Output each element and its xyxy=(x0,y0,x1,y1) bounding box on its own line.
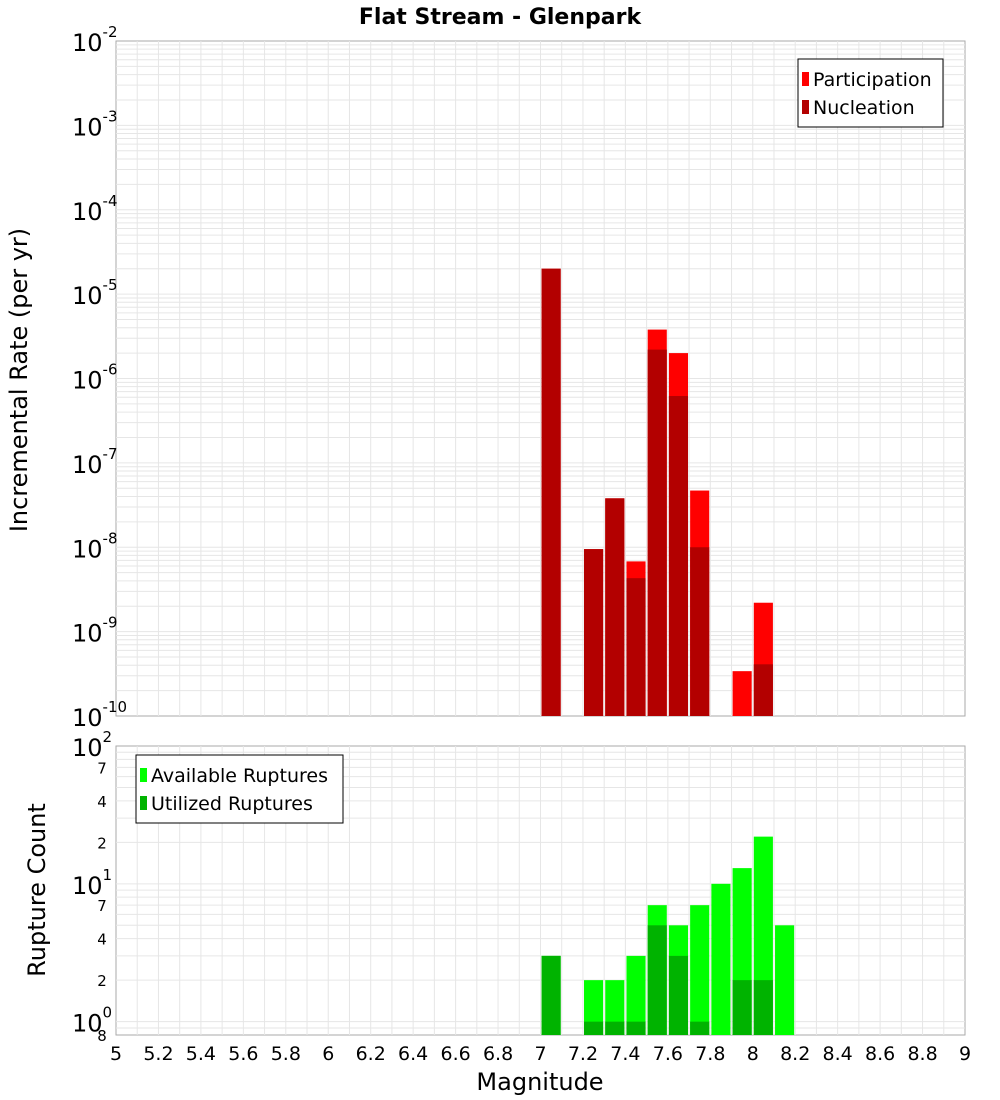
count-legend-label: Utilized Ruptures xyxy=(151,793,313,815)
count-legend-swatch xyxy=(140,768,147,782)
x-tick-label: 7.6 xyxy=(653,1043,683,1065)
rate-bar-s2-3 xyxy=(626,578,646,716)
rate-legend-swatch xyxy=(802,72,809,86)
x-tick-label: 7.4 xyxy=(610,1043,640,1065)
x-tick-label: 5.6 xyxy=(228,1043,258,1065)
rate-y-axis-label: Incremental Rate (per yr) xyxy=(5,228,33,532)
x-tick-label: 7.2 xyxy=(568,1043,598,1065)
count-bars xyxy=(541,836,795,1035)
count-bar-s1-2 xyxy=(605,980,625,1035)
count-bar-s1-10 xyxy=(775,925,795,1035)
count-y-ticks: 100 101 102 8 2 4 7 2 4 7 xyxy=(72,728,112,1045)
x-tick-label: 7 xyxy=(534,1043,546,1065)
count-bar-s1-3 xyxy=(626,955,646,1035)
count-bar-s1-6 xyxy=(690,905,710,1035)
rate-bar-s2-1 xyxy=(584,549,604,716)
count-y-tick-label: 102 xyxy=(72,728,112,762)
count-legend-label: Available Ruptures xyxy=(151,765,328,787)
x-tick-label: 6.6 xyxy=(440,1043,470,1065)
rate-y-tick-label: 10-3 xyxy=(72,107,118,141)
count-bar-s1-1 xyxy=(584,980,604,1035)
count-y-tick-label: 100 xyxy=(72,1004,112,1038)
count-bar-s1-7 xyxy=(711,883,731,1035)
count-y-minor-tick-label: 8 xyxy=(97,1027,107,1045)
rate-bar-s2-2 xyxy=(605,498,625,716)
count-y-minor-tick-label: 4 xyxy=(97,793,107,811)
x-tick-label: 5.4 xyxy=(186,1043,216,1065)
rate-bar-s2-8 xyxy=(753,664,773,716)
rate-bar-s1-7 xyxy=(732,671,752,716)
rate-grid xyxy=(116,41,965,716)
x-tick-label: 5 xyxy=(110,1043,122,1065)
rate-legend: Participation Nucleation xyxy=(797,58,944,128)
count-legend: Available Ruptures Utilized Ruptures xyxy=(135,754,344,824)
x-tick-label: 8.6 xyxy=(865,1043,895,1065)
rate-y-tick-label: 10-5 xyxy=(72,276,118,310)
rate-bar-s2-0 xyxy=(541,268,561,716)
count-bar-s2-2 xyxy=(605,1021,625,1035)
x-tick-label: 8.8 xyxy=(907,1043,937,1065)
x-tick-label: 5.8 xyxy=(271,1043,301,1065)
rate-y-tick-label: 10-6 xyxy=(72,361,118,395)
x-tick-label: 8 xyxy=(747,1043,759,1065)
x-axis-label: Magnitude xyxy=(476,1068,603,1096)
count-bar-s2-8 xyxy=(732,980,752,1035)
x-tick-label: 8.2 xyxy=(780,1043,810,1065)
rate-bar-s2-5 xyxy=(668,396,689,716)
rate-y-tick-label: 10-4 xyxy=(72,192,118,226)
x-tick-label: 6 xyxy=(322,1043,334,1065)
count-legend-swatch xyxy=(140,796,147,810)
x-tick-label: 6.8 xyxy=(483,1043,513,1065)
x-tick-label: 6.2 xyxy=(356,1043,386,1065)
count-y-axis-label: Rupture Count xyxy=(23,803,51,977)
count-bar-s2-3 xyxy=(626,1021,646,1035)
count-y-minor-tick-label: 4 xyxy=(97,931,107,949)
count-legend-box xyxy=(135,754,344,824)
count-bar-s2-6 xyxy=(690,1021,710,1035)
count-bar-s2-1 xyxy=(584,1021,604,1035)
count-bar-s2-4 xyxy=(647,925,667,1035)
rate-y-tick-label: 10-2 xyxy=(72,23,118,57)
count-bar-s2-5 xyxy=(668,955,689,1035)
x-tick-label: 9 xyxy=(959,1043,971,1065)
rate-bars xyxy=(541,268,773,716)
count-y-minor-tick-label: 7 xyxy=(97,897,107,915)
x-tick-labels: 5 5.2 5.4 5.6 5.8 6 6.2 6.4 6.6 6.8 7 7.2 7.4 7.6 7.8 8… xyxy=(110,1043,971,1065)
rate-legend-label: Nucleation xyxy=(813,97,915,119)
rate-y-tick-label: 10-7 xyxy=(72,445,118,479)
count-panel: 100 101 102 8 2 4 7 2 4 7 Rupture Count Available… xyxy=(23,728,966,1045)
count-y-minor-tick-label: 2 xyxy=(97,834,107,852)
rate-bar-s2-6 xyxy=(690,547,710,716)
count-y-tick-label: 101 xyxy=(72,866,112,900)
rate-legend-swatch xyxy=(802,100,809,114)
rate-bar-s2-4 xyxy=(647,349,667,716)
rate-y-tick-label: 10-8 xyxy=(72,529,118,563)
count-bar-s2-9 xyxy=(753,980,773,1035)
rate-y-tick-label: 10-10 xyxy=(72,698,127,732)
rate-legend-label: Participation xyxy=(813,69,932,91)
rate-y-tick-label: 10-9 xyxy=(72,614,118,648)
x-tick-label: 7.8 xyxy=(695,1043,725,1065)
x-tick-label: 8.4 xyxy=(823,1043,853,1065)
count-bar-s2-0 xyxy=(541,955,561,1035)
count-y-minor-tick-label: 7 xyxy=(97,759,107,777)
chart-title: Flat Stream - Glenpark xyxy=(359,5,643,30)
rate-legend-box xyxy=(797,58,944,128)
count-y-minor-tick-label: 2 xyxy=(97,972,107,990)
rate-panel: 10-10 10-9 10-8 10-7 10-6 10-5 10-4 10-3 10-2 In… xyxy=(5,23,966,732)
rate-y-ticks: 10-10 10-9 10-8 10-7 10-6 10-5 10-4 10-3 10-2 xyxy=(72,23,127,732)
x-tick-label: 6.4 xyxy=(398,1043,428,1065)
x-tick-label: 5.2 xyxy=(143,1043,173,1065)
